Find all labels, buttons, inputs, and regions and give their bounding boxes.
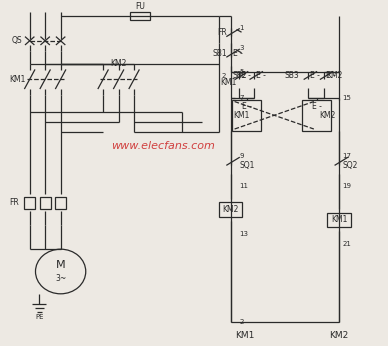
- Text: 7: 7: [239, 95, 244, 101]
- Text: 2: 2: [222, 73, 226, 79]
- Text: KM2: KM2: [111, 59, 127, 68]
- Text: KM2: KM2: [319, 111, 335, 120]
- Text: SQ1: SQ1: [239, 161, 255, 170]
- Text: E -: E -: [312, 101, 322, 110]
- Text: KM1: KM1: [220, 78, 236, 87]
- Text: www.elecfans.com: www.elecfans.com: [111, 141, 215, 151]
- Text: M: M: [56, 260, 66, 270]
- Text: KM2: KM2: [329, 330, 348, 339]
- Text: E -: E -: [241, 71, 251, 80]
- Text: KM1: KM1: [10, 75, 26, 84]
- Text: 21: 21: [342, 241, 351, 247]
- Text: E -: E -: [326, 71, 336, 80]
- Text: 9: 9: [239, 154, 244, 160]
- Text: KM2: KM2: [326, 71, 343, 80]
- Text: 3: 3: [239, 45, 244, 51]
- Text: 5: 5: [239, 70, 244, 75]
- Text: 17: 17: [342, 154, 351, 160]
- Text: SB3: SB3: [285, 71, 300, 80]
- Text: FU: FU: [135, 2, 145, 11]
- Text: PE: PE: [35, 314, 43, 320]
- Text: FR: FR: [10, 198, 19, 207]
- Text: KM2: KM2: [223, 205, 239, 214]
- Text: 15: 15: [342, 95, 351, 101]
- Text: E -: E -: [256, 71, 266, 80]
- Text: 2: 2: [239, 319, 244, 325]
- Text: KM1: KM1: [234, 111, 250, 120]
- Text: KM1: KM1: [235, 330, 254, 339]
- Text: SQ2: SQ2: [342, 161, 357, 170]
- Text: 1: 1: [239, 25, 244, 31]
- Text: SB2: SB2: [233, 71, 247, 80]
- Text: FR: FR: [217, 28, 227, 37]
- Text: E -: E -: [242, 101, 251, 110]
- Text: 11: 11: [239, 183, 248, 189]
- Text: E -: E -: [310, 71, 320, 80]
- Text: KM1: KM1: [331, 216, 347, 225]
- Text: 19: 19: [342, 183, 351, 189]
- Text: QS: QS: [11, 36, 22, 45]
- Text: SB1: SB1: [212, 49, 227, 58]
- Text: E -: E -: [233, 49, 242, 58]
- Text: 13: 13: [239, 231, 248, 237]
- Text: 3~: 3~: [55, 274, 66, 283]
